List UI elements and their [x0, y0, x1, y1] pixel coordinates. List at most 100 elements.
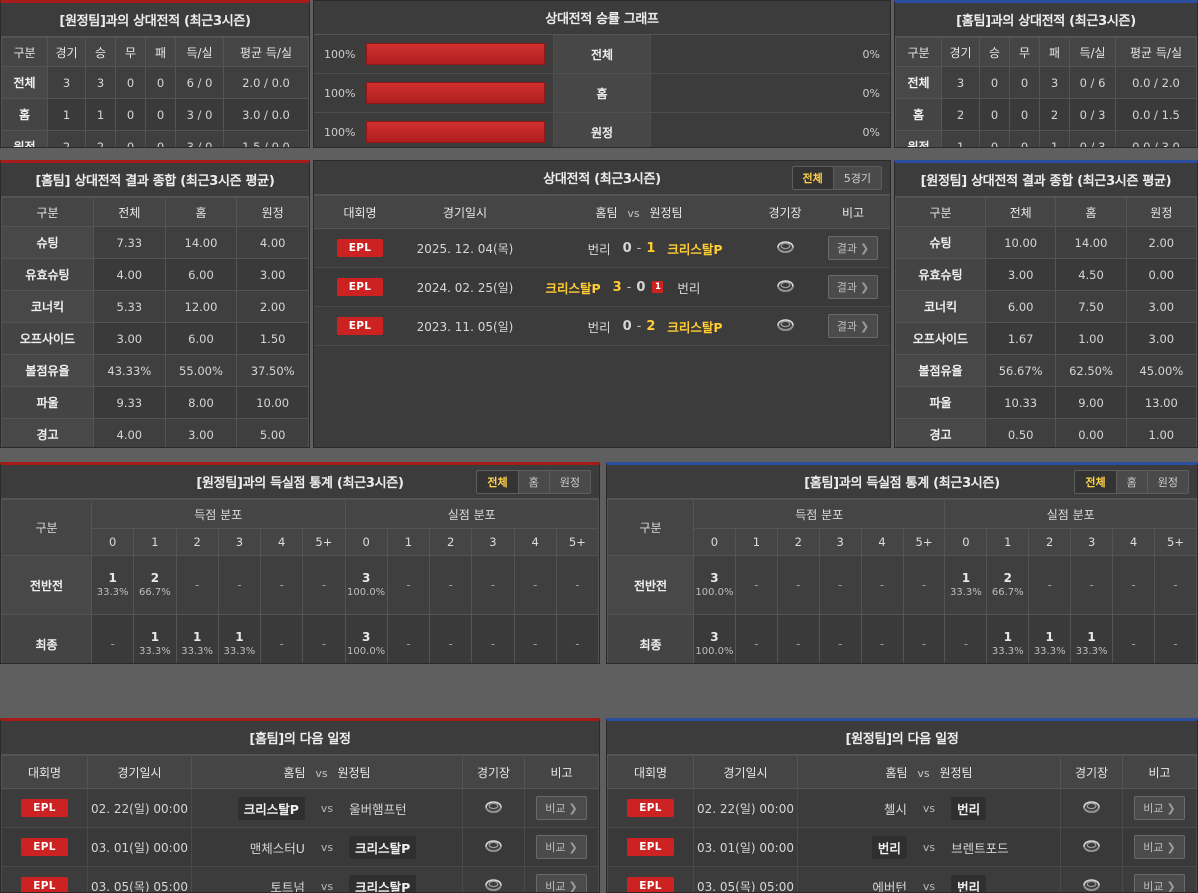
stadium-cell[interactable] [754, 228, 816, 268]
table-row[interactable]: EPL 2025. 12. 04(목) 번리 0 - 1 크리스탈P [314, 228, 890, 268]
stadium-cell[interactable] [462, 866, 525, 893]
cell: 3 100.0% [693, 555, 736, 615]
vs-label: vs [922, 801, 936, 815]
stadium-icon[interactable] [776, 318, 794, 335]
stadium-cell[interactable] [462, 788, 525, 828]
compare-button[interactable]: 비교 ❯ [1134, 835, 1185, 859]
col-승: 승 [85, 37, 116, 67]
cell: 3.00 [1125, 322, 1197, 355]
stadium-cell[interactable] [1060, 788, 1123, 828]
col-원정: 원정 [236, 197, 309, 227]
remark-cell[interactable]: 비교 ❯ [1122, 827, 1197, 867]
remark-cell[interactable]: 비교 ❯ [524, 788, 599, 828]
bucket-c4: 4 [513, 528, 557, 556]
result-button[interactable]: 결과 ❯ [827, 275, 879, 299]
score-dash: - [636, 240, 642, 256]
stadium-icon[interactable] [485, 839, 502, 856]
remark-cell[interactable]: 결과 ❯ [816, 306, 890, 346]
away-team-name: 번리 [951, 874, 987, 892]
row-label: 파울 [895, 386, 986, 419]
right-bar-track [659, 43, 838, 65]
league-badge: EPL [627, 838, 674, 856]
winrate-row: 100% 원정 0% [314, 113, 890, 147]
tab-홈[interactable]: 홈 [519, 470, 550, 493]
table-row[interactable]: EPL 02. 22(일) 00:00 첼시 vs 번리 비교 ❯ [607, 788, 1197, 828]
cell: 2 66.7% [986, 555, 1030, 615]
tab-전체[interactable]: 전체 [1075, 470, 1117, 493]
away-dist-tabs[interactable]: 전체 홈 원정 [476, 469, 591, 494]
row-label: 홈 [895, 98, 942, 131]
panel-title: [홈팀]과의 상대전적 (최근3시즌) [956, 14, 1136, 29]
row-label: 원정 [895, 130, 942, 147]
table-row[interactable]: EPL 03. 01(일) 00:00 번리 vs 브렌트포드 비교 ❯ [607, 827, 1197, 867]
cell: 0 [115, 98, 146, 131]
stadium-icon[interactable] [485, 800, 502, 817]
remark-cell[interactable]: 비교 ❯ [1122, 866, 1197, 892]
group-실점분포: 실점 분포 [944, 499, 1197, 529]
remark-cell[interactable]: 결과 ❯ [816, 267, 890, 307]
table-row[interactable]: EPL 02. 22(일) 00:00 크리스탈P vs 울버햄프턴 비교 ❯ [1, 788, 599, 828]
home-next-schedule-panel: [홈팀]의 다음 일정 대회명 경기일시 홈팀 vs 원정팀 경기장 비고 EP… [0, 718, 600, 893]
count: - [532, 577, 538, 592]
cell: 0 [979, 130, 1010, 147]
h2h-range-tabs[interactable]: 전체 5경기 [791, 165, 882, 190]
table-row: 슈팅 10.00 14.00 2.00 [895, 226, 1197, 259]
remark-cell[interactable]: 비교 ❯ [524, 827, 599, 867]
table-row[interactable]: EPL 2023. 11. 05(일) 번리 0 - 2 크리스탈P [314, 306, 890, 346]
scoreline: 0 - 2 [623, 319, 656, 334]
stadium-icon[interactable] [1083, 800, 1100, 817]
table-row[interactable]: EPL 03. 05(목) 05:00 토트넘 vs 크리스탈P 비교 ❯ [1, 866, 599, 893]
home-h2h-table: 구분 경기 승 무 패 득/실 평균 득/실 전체 3 0 0 3 0 / 6 … [895, 37, 1197, 147]
table-row: 원정 1 0 0 1 0 / 3 0.0 / 3.0 [895, 130, 1197, 147]
table-row[interactable]: EPL 2024. 02. 25(일) 크리스탈P 3 - 0 1 번리 [314, 267, 890, 307]
result-button[interactable]: 결과 ❯ [827, 236, 879, 260]
stadium-icon[interactable] [1083, 878, 1100, 893]
stadium-cell[interactable] [754, 267, 816, 307]
table-row[interactable]: EPL 03. 01(일) 00:00 맨체스터U vs 크리스탈P 비교 ❯ [1, 827, 599, 867]
row-label: 슈팅 [1, 226, 94, 259]
home-dist-tabs[interactable]: 전체 홈 원정 [1074, 469, 1189, 494]
col-vs-label: vs [627, 206, 640, 220]
stadium-cell[interactable] [754, 306, 816, 346]
tab-원정[interactable]: 원정 [1157, 475, 1178, 489]
stadium-icon[interactable] [1083, 839, 1100, 856]
cell: - [902, 614, 946, 663]
stadium-cell[interactable] [1060, 866, 1123, 893]
col-원정팀-label: 원정팀 [649, 205, 683, 220]
remark-cell[interactable]: 비교 ❯ [524, 866, 599, 892]
compare-button[interactable]: 비교 ❯ [1134, 874, 1185, 892]
col-원정팀-label: 원정팀 [939, 765, 973, 780]
stadium-icon[interactable] [776, 240, 794, 257]
remark-cell[interactable]: 비교 ❯ [1122, 788, 1197, 828]
tab-5경기[interactable]: 5경기 [843, 171, 871, 185]
bucket-c3: 3 [471, 528, 515, 556]
league-cell: EPL [314, 267, 406, 307]
tab-원정[interactable]: 원정 [559, 475, 580, 489]
col-비고: 비고 [816, 195, 890, 229]
percent: 100.0% [695, 587, 734, 598]
compare-button[interactable]: 비교 ❯ [536, 796, 587, 820]
result-button[interactable]: 결과 ❯ [827, 314, 879, 338]
league-cell: EPL [607, 827, 694, 867]
count: - [532, 636, 538, 651]
remark-cell[interactable]: 결과 ❯ [816, 228, 890, 268]
compare-button[interactable]: 비교 ❯ [536, 835, 587, 859]
stadium-cell[interactable] [1060, 827, 1123, 867]
tab-전체[interactable]: 전체 [792, 166, 834, 189]
away-team-name: 크리스탈P [667, 241, 723, 257]
cell: 1.67 [984, 322, 1057, 355]
compare-button[interactable]: 비교 ❯ [1134, 796, 1185, 820]
stadium-icon[interactable] [485, 878, 502, 893]
stadium-cell[interactable] [462, 827, 525, 867]
cell: 0 / 3 [1069, 130, 1116, 147]
tab-전체[interactable]: 전체 [477, 470, 519, 493]
count: - [575, 636, 580, 651]
table-header-row: 대회명 경기일시 홈팀 vs 원정팀 경기장 비고 [1, 755, 599, 789]
score-dash: - [626, 279, 632, 295]
table-row[interactable]: EPL 03. 05(목) 05:00 에버턴 vs 번리 비교 ❯ [607, 866, 1197, 893]
stadium-icon[interactable] [776, 279, 794, 296]
cell: 56.67% [984, 354, 1057, 387]
percent: 66.7% [991, 587, 1024, 598]
tab-홈[interactable]: 홈 [1117, 470, 1148, 493]
compare-button[interactable]: 비교 ❯ [536, 874, 587, 892]
